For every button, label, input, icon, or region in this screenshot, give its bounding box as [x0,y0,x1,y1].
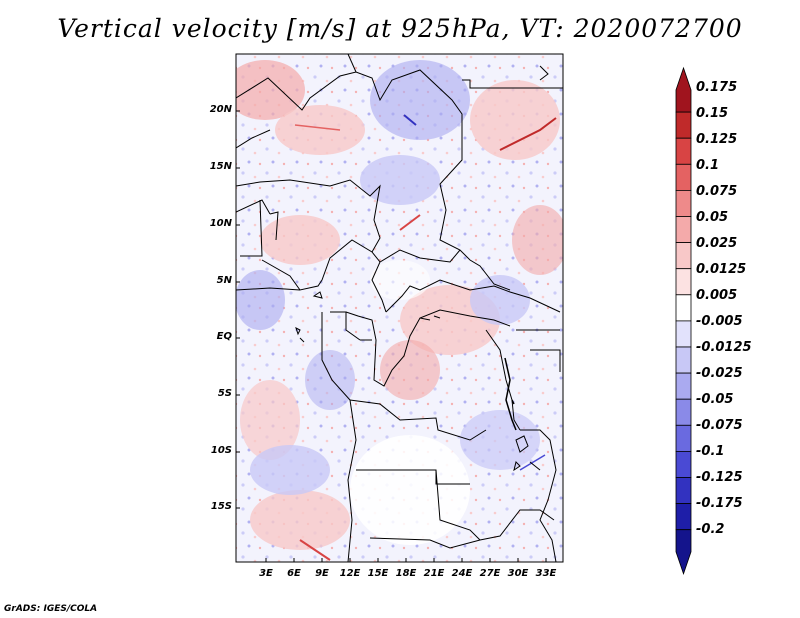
colorbar-swatch-8 [675,294,692,322]
colorbar-label-11: -0.025 [696,366,743,381]
colorbar-label-1: 0.15 [696,106,729,121]
colorbar-swatch-2 [675,137,692,165]
lon-label-24e: 24E [451,568,473,579]
lon-label-6e: 6E [287,568,301,579]
lon-label-12e: 12E [339,568,361,579]
lon-label-18e: 18E [395,568,417,579]
colorbar-label-15: -0.125 [696,470,743,485]
lat-ticks [236,110,240,509]
vertical-velocity-field [236,54,563,562]
lon-label-9e: 9E [315,568,329,579]
colorbar-swatch-16 [675,503,692,531]
colorbar-label-2: 0.125 [696,132,738,147]
country-borders [236,54,563,562]
lon-label-27e: 27E [479,568,501,579]
lat-label-20n: 20N [209,104,232,115]
colorbar-label-4: 0.075 [696,184,738,199]
chart-title: Vertical velocity [m/s] at 925hPa, VT: 2… [57,14,743,43]
lat-label-5s: 5S [217,388,232,399]
lat-label-10s: 10S [210,445,232,456]
lon-label-3e: 3E [259,568,273,579]
colorbar-swatch-10 [675,346,692,374]
colorbar-label-13: -0.075 [696,418,743,433]
lon-ticks [265,558,547,562]
colorbar-swatch-3 [675,163,692,191]
colorbar-swatch-4 [675,189,692,217]
colorbar-swatch-13 [675,424,692,452]
lat-label-15n: 15N [209,161,232,172]
colorbar-swatch-12 [675,398,692,426]
colorbar-swatch-1 [675,111,692,139]
colorbar-swatch-15 [675,477,692,505]
lat-label-10n: 10N [209,218,232,229]
colorbar-swatch-14 [675,450,692,478]
colorbar [675,66,692,576]
lon-label-21e: 21E [423,568,445,579]
lat-label-eq: EQ [216,331,232,342]
lon-label-33e: 33E [535,568,557,579]
footer-credit: GrADS: IGES/COLA [4,604,98,614]
colorbar-label-3: 0.1 [696,158,720,173]
colorbar-label-9: -0.005 [696,314,743,329]
lat-label-5n: 5N [216,275,232,286]
colorbar-swatch-0 [675,66,692,113]
lon-label-15e: 15E [367,568,389,579]
lon-label-30e: 30E [507,568,529,579]
colorbar-label-5: 0.05 [696,210,729,225]
colorbar-label-12: -0.05 [696,392,734,407]
colorbar-label-17: -0.2 [696,522,725,537]
colorbar-swatch-6 [675,242,692,270]
map-frame [235,53,564,563]
colorbar-label-10: -0.0125 [696,340,752,355]
colorbar-label-6: 0.025 [696,236,738,251]
colorbar-swatch-5 [675,216,692,244]
colorbar-swatch-17 [675,529,692,576]
colorbar-swatch-7 [675,268,692,296]
colorbar-label-8: 0.005 [696,288,738,303]
colorbar-swatch-11 [675,372,692,400]
colorbar-label-0: 0.175 [696,80,738,95]
colorbar-label-14: -0.1 [696,444,725,459]
lat-label-15s: 15S [210,501,232,512]
colorbar-swatch-9 [675,320,692,348]
colorbar-label-7: 0.0125 [696,262,747,277]
colorbar-label-16: -0.175 [696,496,743,511]
